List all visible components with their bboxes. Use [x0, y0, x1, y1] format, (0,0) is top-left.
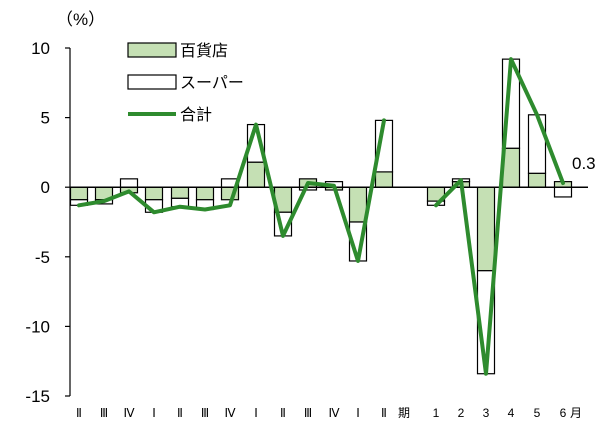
x-tick-label: Ⅳ [123, 406, 134, 420]
x-tick-label: 4 [508, 406, 515, 420]
bar-department-store [527, 172, 547, 188]
x-tick-label: Ⅰ [356, 406, 360, 420]
bar-department-store [195, 186, 215, 201]
x-tick-label: Ⅲ [201, 406, 209, 420]
bar-department-store [374, 171, 394, 188]
x-tick-label: 1 [433, 406, 440, 420]
bar-department-store [144, 186, 164, 201]
x-tick-label: 月 [570, 406, 582, 420]
bar-department-store [476, 186, 496, 272]
x-tick-label: Ⅱ [381, 406, 387, 420]
x-tick-label: 期 [398, 406, 410, 420]
y-tick-label: -15 [25, 387, 50, 406]
bar-supermarket [119, 178, 139, 188]
bars-layer [69, 58, 573, 375]
legend-swatch-supermarket [127, 74, 177, 90]
x-tick-label: Ⅳ [328, 406, 339, 420]
x-tick-label: Ⅲ [304, 406, 312, 420]
bar-department-store [170, 186, 190, 199]
x-tick-label: 3 [483, 406, 490, 420]
x-tick-label: Ⅰ [254, 406, 258, 420]
bar-supermarket [553, 186, 573, 198]
total-line [77, 118, 386, 263]
y-tick-label: -10 [25, 317, 50, 336]
x-tick-label: 6 [560, 406, 567, 420]
annotations: 0.3 [572, 154, 596, 173]
legend-label-total: 合計 [180, 106, 212, 124]
unit-label: （%） [56, 10, 105, 29]
x-tick-label: Ⅱ [76, 406, 82, 420]
axes-layer: 10 5 0 -5 -10 -15 [25, 39, 71, 406]
y-tick-label: 5 [41, 109, 50, 128]
x-tick-label: Ⅱ [280, 406, 286, 420]
bar-department-store [69, 186, 89, 201]
x-tick-label: Ⅰ [152, 406, 156, 420]
legend-swatch-department-store [127, 42, 177, 58]
bar-department-store [246, 161, 266, 188]
x-tick-label: 5 [534, 406, 541, 420]
x-tick-label: Ⅲ [100, 406, 108, 420]
y-tick-label: 10 [31, 39, 50, 58]
legend-label-supermarket: スーパー [180, 75, 244, 92]
total-line [434, 57, 565, 376]
x-tick-label: 2 [458, 406, 465, 420]
x-tick-label: Ⅳ [224, 406, 235, 420]
line-layer [77, 57, 565, 376]
y-tick-label: 0 [41, 178, 50, 197]
x-tick-label: Ⅱ [177, 406, 183, 420]
bar-department-store [348, 186, 368, 223]
bar-supermarket [527, 114, 547, 174]
y-tick-label: -5 [35, 248, 50, 267]
annotation-last-value: 0.3 [572, 154, 596, 173]
legend-label-department-store: 百貨店 [180, 42, 228, 60]
